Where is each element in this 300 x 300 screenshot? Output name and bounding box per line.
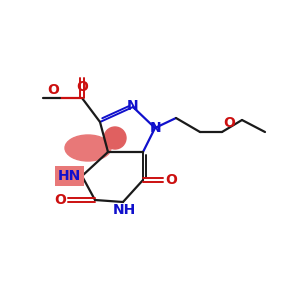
Ellipse shape — [65, 135, 111, 161]
Text: O: O — [165, 173, 177, 187]
Text: O: O — [76, 80, 88, 94]
Text: O: O — [223, 116, 235, 130]
Text: HN: HN — [58, 169, 81, 183]
Circle shape — [104, 127, 126, 149]
Text: NH: NH — [112, 203, 136, 217]
Text: N: N — [127, 99, 139, 113]
Text: O: O — [47, 83, 59, 97]
Text: O: O — [54, 193, 66, 207]
Text: N: N — [150, 121, 162, 135]
